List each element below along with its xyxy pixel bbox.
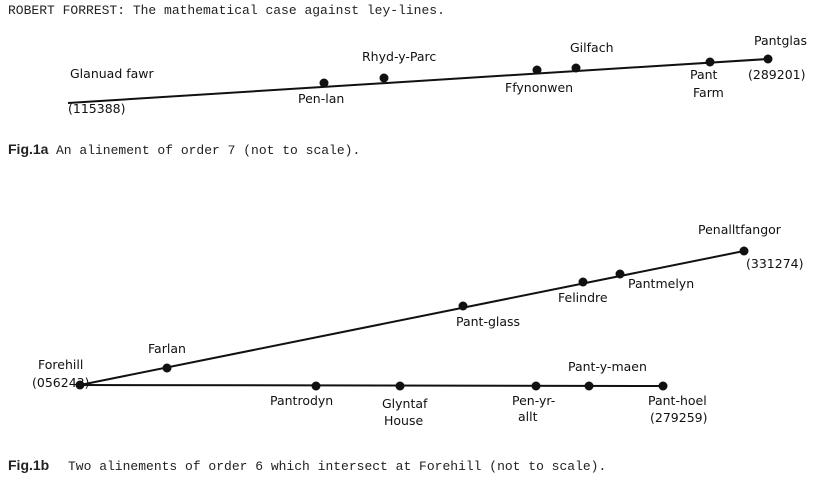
site-label: (331274) xyxy=(746,256,803,271)
site-dot xyxy=(162,363,172,373)
site-dot xyxy=(615,269,625,279)
site-dot xyxy=(658,381,668,391)
alinement-line xyxy=(79,384,664,387)
site-label: Pant-hoel xyxy=(648,393,707,408)
site-label: Glanuad fawr xyxy=(70,66,155,81)
site-label: Pant-glass xyxy=(456,314,520,329)
site-label: Ffynonwen xyxy=(505,80,573,95)
site-label: (115388) xyxy=(68,101,125,116)
site-label: Pantmelyn xyxy=(628,276,694,291)
site-dot xyxy=(578,277,588,287)
site-dot xyxy=(75,380,85,390)
site-dot xyxy=(571,63,581,73)
header-title: ROBERT FORREST: The mathematical case ag… xyxy=(8,3,445,18)
site-dot xyxy=(532,65,542,75)
site-label: Rhyd-y-Parc xyxy=(362,49,436,64)
site-label: Farlan xyxy=(148,341,186,356)
site-dot xyxy=(458,301,468,311)
figure-label: Fig.1b xyxy=(8,457,49,473)
site-label: Pantglas xyxy=(754,33,807,48)
site-dot xyxy=(395,381,405,391)
site-dot xyxy=(739,246,749,256)
site-dot xyxy=(531,381,541,391)
site-label: Pant xyxy=(690,67,718,82)
figure-caption: An alinement of order 7 (not to scale). xyxy=(56,143,360,158)
site-label: (056243) xyxy=(32,375,89,390)
site-label: Pen-yr- xyxy=(512,393,555,408)
site-dot xyxy=(705,57,715,67)
site-label: Felindre xyxy=(558,290,608,305)
site-label: (279259) xyxy=(650,410,707,425)
site-dot xyxy=(311,381,321,391)
site-label: Penalltfangor xyxy=(698,222,782,237)
site-label: House xyxy=(384,413,423,428)
site-label: Glyntaf xyxy=(382,396,428,411)
site-label: Pantrodyn xyxy=(270,393,333,408)
figure-label: Fig.1a xyxy=(8,141,49,157)
site-label: allt xyxy=(518,409,538,424)
site-label: Pen-lan xyxy=(298,91,344,106)
site-label: (289201) xyxy=(748,67,805,82)
site-dot xyxy=(584,381,594,391)
site-dot xyxy=(763,54,773,64)
alinement-line xyxy=(79,250,745,386)
site-label: Farm xyxy=(693,85,724,100)
site-label: Pant-y-maen xyxy=(568,359,647,374)
figure-caption: Two alinements of order 6 which intersec… xyxy=(68,459,606,474)
site-dot xyxy=(319,78,329,88)
site-label: Forehill xyxy=(38,357,83,372)
site-dot xyxy=(379,73,389,83)
site-label: Gilfach xyxy=(570,40,614,55)
alinement-line xyxy=(67,58,769,104)
